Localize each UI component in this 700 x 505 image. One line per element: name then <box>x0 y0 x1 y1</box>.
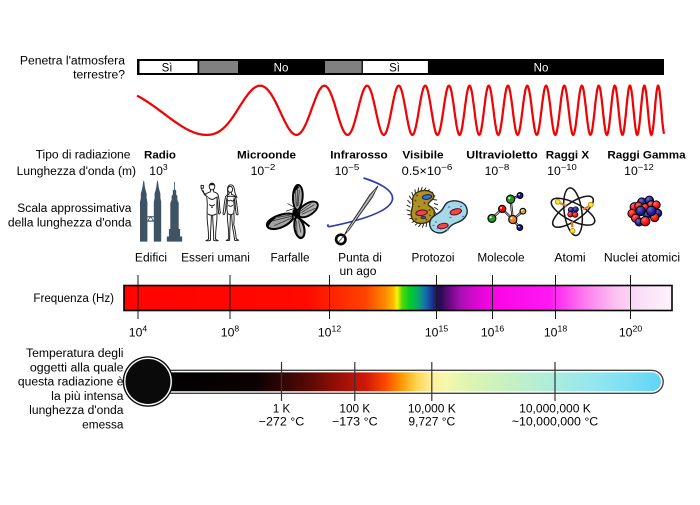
svg-text:un ago: un ago <box>340 266 377 278</box>
svg-text:−10: −10 <box>561 162 577 172</box>
svg-text:10: 10 <box>619 328 633 340</box>
svg-text:10: 10 <box>624 166 638 178</box>
svg-text:0.5×10: 0.5×10 <box>402 166 442 178</box>
svg-text:Microonde: Microonde <box>237 150 296 162</box>
svg-text:10: 10 <box>149 166 163 178</box>
svg-text:−12: −12 <box>638 162 654 172</box>
svg-text:8: 8 <box>234 324 239 334</box>
svg-text:−5: −5 <box>348 162 360 172</box>
svg-text:Raggi X: Raggi X <box>546 150 590 162</box>
svg-text:10: 10 <box>221 328 235 340</box>
svg-text:Atomi: Atomi <box>554 253 585 265</box>
svg-text:Farfalle: Farfalle <box>271 253 310 265</box>
svg-text:3: 3 <box>163 162 168 172</box>
svg-text:~10,000,000 °C: ~10,000,000 °C <box>512 417 599 429</box>
svg-text:−272 °C: −272 °C <box>259 417 305 429</box>
svg-text:No: No <box>534 63 549 75</box>
svg-text:Penetra l'atmosfera: Penetra l'atmosfera <box>20 56 126 68</box>
svg-text:Radio: Radio <box>144 150 176 162</box>
svg-text:Sì: Sì <box>389 63 400 75</box>
svg-text:Lunghezza d'onda (m): Lunghezza d'onda (m) <box>17 166 136 178</box>
svg-text:18: 18 <box>558 324 568 334</box>
svg-text:4: 4 <box>142 324 147 334</box>
svg-text:Raggi Gamma: Raggi Gamma <box>607 150 686 162</box>
svg-text:10: 10 <box>129 328 143 340</box>
svg-text:1 K: 1 K <box>273 404 291 416</box>
svg-text:questa radiazione è: questa radiazione è <box>18 377 124 389</box>
svg-text:Temperatura degli: Temperatura degli <box>26 348 123 360</box>
svg-text:15: 15 <box>439 324 449 334</box>
svg-text:Tipo di radiazione: Tipo di radiazione <box>36 150 131 162</box>
svg-text:10: 10 <box>425 328 439 340</box>
svg-text:Frequenza (Hz): Frequenza (Hz) <box>33 293 114 305</box>
svg-text:terrestre?: terrestre? <box>73 70 125 82</box>
svg-text:oggetti alla quale: oggetti alla quale <box>30 362 124 374</box>
svg-text:lunghezza d'onda: lunghezza d'onda <box>29 405 124 417</box>
svg-text:20: 20 <box>633 324 643 334</box>
svg-text:Molecole: Molecole <box>477 253 524 265</box>
svg-text:Esseri umani: Esseri umani <box>181 253 250 265</box>
svg-text:10: 10 <box>335 166 349 178</box>
svg-text:la più intensa: la più intensa <box>51 391 124 403</box>
svg-text:10: 10 <box>485 166 499 178</box>
svg-text:−2: −2 <box>264 162 276 172</box>
svg-text:No: No <box>274 63 289 75</box>
svg-text:16: 16 <box>495 324 505 334</box>
svg-text:−173 °C: −173 °C <box>332 417 378 429</box>
svg-text:Visibile: Visibile <box>402 150 443 162</box>
svg-text:12: 12 <box>332 324 342 334</box>
svg-text:Scala approssimativa: Scala approssimativa <box>17 203 132 215</box>
svg-text:Ultravioletto: Ultravioletto <box>466 150 538 162</box>
svg-text:10: 10 <box>547 166 561 178</box>
svg-text:10,000 K: 10,000 K <box>408 404 456 416</box>
svg-text:Sì: Sì <box>162 63 173 75</box>
svg-text:Edifici: Edifici <box>135 253 167 265</box>
svg-text:9,727 °C: 9,727 °C <box>408 417 455 429</box>
svg-text:10,000,000 K: 10,000,000 K <box>519 404 591 416</box>
svg-text:della lunghezza d'onda: della lunghezza d'onda <box>8 217 132 229</box>
svg-text:emessa: emessa <box>82 420 124 432</box>
svg-text:Nuclei atomici: Nuclei atomici <box>604 253 680 265</box>
svg-text:Punta di: Punta di <box>338 253 382 265</box>
svg-text:10: 10 <box>318 328 332 340</box>
svg-text:100 K: 100 K <box>339 404 370 416</box>
svg-text:−6: −6 <box>441 162 453 172</box>
svg-text:Infrarosso: Infrarosso <box>330 150 388 162</box>
svg-text:10: 10 <box>544 328 558 340</box>
svg-text:−8: −8 <box>498 162 510 172</box>
svg-text:Protozoi: Protozoi <box>412 253 455 265</box>
svg-text:10: 10 <box>251 166 265 178</box>
svg-text:10: 10 <box>481 328 495 340</box>
